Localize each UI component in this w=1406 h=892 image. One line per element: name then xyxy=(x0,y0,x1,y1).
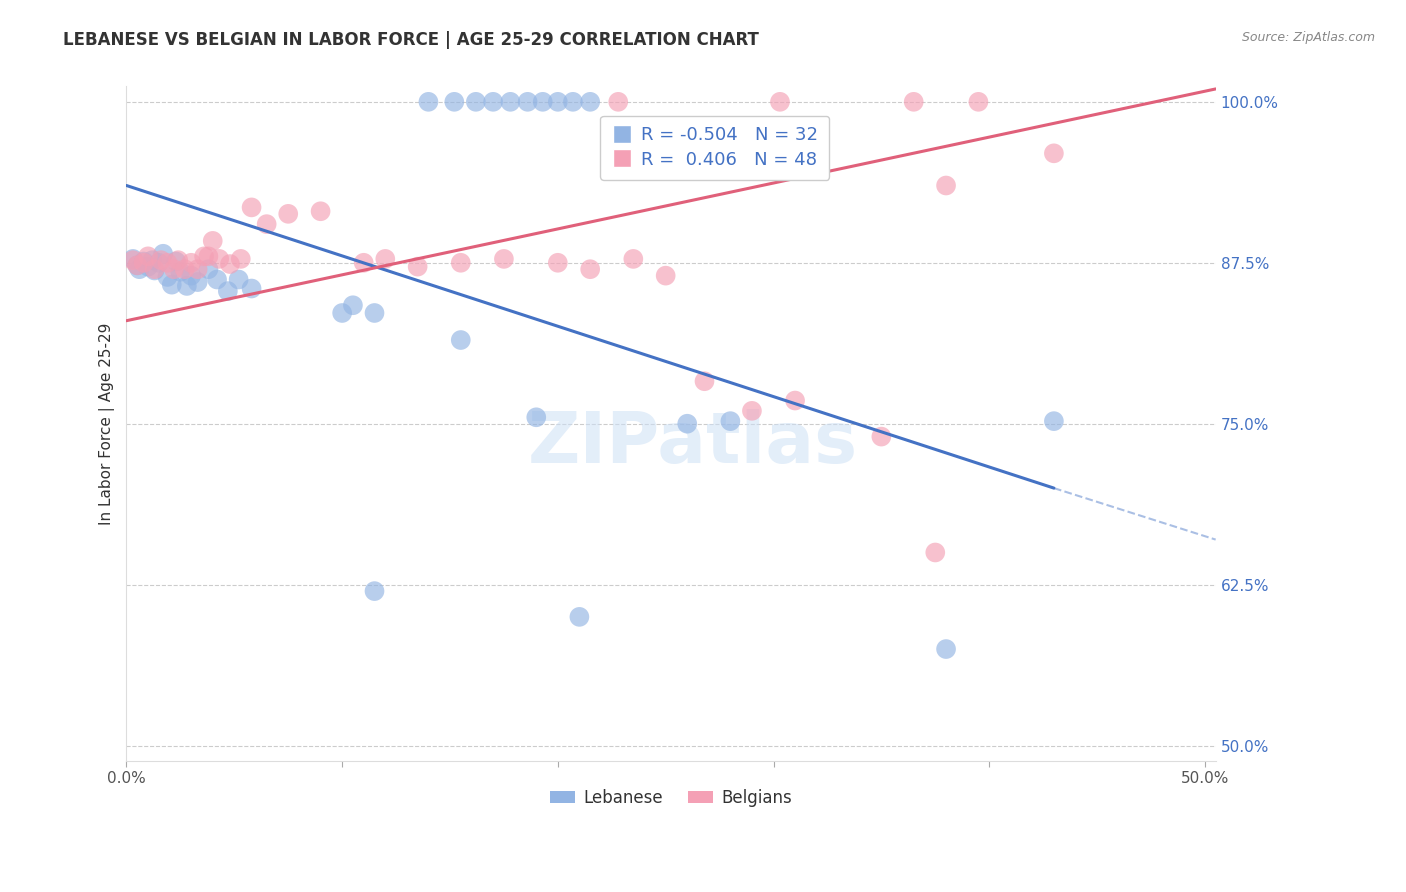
Text: Source: ZipAtlas.com: Source: ZipAtlas.com xyxy=(1241,31,1375,45)
Point xyxy=(156,269,179,284)
Point xyxy=(924,545,946,559)
Point xyxy=(122,253,145,268)
Point xyxy=(568,610,591,624)
Point xyxy=(187,262,209,277)
Point xyxy=(217,284,239,298)
Point xyxy=(141,253,163,268)
Point xyxy=(492,252,515,266)
Point xyxy=(152,246,174,260)
Point xyxy=(163,262,186,277)
Point xyxy=(330,306,353,320)
Point xyxy=(208,252,231,266)
Point xyxy=(418,95,440,109)
Point xyxy=(769,95,792,109)
Point xyxy=(547,256,569,270)
Point xyxy=(654,268,676,283)
Point xyxy=(180,256,202,270)
Point xyxy=(1043,146,1066,161)
Point xyxy=(450,333,472,347)
Point xyxy=(173,262,195,277)
Point xyxy=(579,262,602,277)
Point xyxy=(499,95,522,109)
Point xyxy=(201,234,224,248)
Point xyxy=(741,404,763,418)
Point xyxy=(148,256,170,270)
Point xyxy=(169,265,191,279)
Point xyxy=(136,249,159,263)
Point xyxy=(309,204,332,219)
Point xyxy=(132,256,155,270)
Point xyxy=(353,256,375,270)
Point xyxy=(165,254,187,268)
Point xyxy=(363,584,385,599)
Point xyxy=(621,252,644,266)
Point xyxy=(240,281,263,295)
Point xyxy=(676,417,699,431)
Point xyxy=(363,306,385,320)
Point xyxy=(160,277,183,292)
Point xyxy=(516,95,538,109)
Point xyxy=(524,410,547,425)
Point xyxy=(156,256,179,270)
Point xyxy=(903,95,925,109)
Point xyxy=(122,252,145,266)
Point xyxy=(450,256,472,270)
Point xyxy=(579,95,602,109)
Point xyxy=(143,262,166,277)
Point xyxy=(128,262,150,277)
Point xyxy=(187,275,209,289)
Point xyxy=(1043,414,1066,428)
Point xyxy=(256,217,278,231)
Point xyxy=(277,207,299,221)
Point xyxy=(149,253,172,268)
Point xyxy=(967,95,990,109)
Point xyxy=(464,95,486,109)
Point xyxy=(205,272,228,286)
Point xyxy=(127,258,149,272)
Point xyxy=(935,178,957,193)
Point xyxy=(240,201,263,215)
Point xyxy=(374,252,396,266)
Point xyxy=(870,429,893,443)
Point xyxy=(482,95,505,109)
Point xyxy=(229,252,252,266)
Point xyxy=(607,95,630,109)
Point xyxy=(342,298,364,312)
Point xyxy=(127,258,149,272)
Point xyxy=(718,414,741,428)
Point xyxy=(180,268,202,283)
Point xyxy=(219,257,242,271)
Text: LEBANESE VS BELGIAN IN LABOR FORCE | AGE 25-29 CORRELATION CHART: LEBANESE VS BELGIAN IN LABOR FORCE | AGE… xyxy=(63,31,759,49)
Point xyxy=(132,254,155,268)
Point xyxy=(228,272,250,286)
Point xyxy=(143,263,166,277)
Legend: Lebanese, Belgians: Lebanese, Belgians xyxy=(543,782,799,814)
Point xyxy=(693,374,716,388)
Point xyxy=(176,279,198,293)
Point xyxy=(531,95,554,109)
Text: ZIPatlas: ZIPatlas xyxy=(527,409,858,478)
Point xyxy=(197,262,219,277)
Point xyxy=(193,249,215,263)
Point xyxy=(136,260,159,274)
Point xyxy=(443,95,465,109)
Point xyxy=(935,642,957,657)
Point xyxy=(561,95,583,109)
Point xyxy=(783,393,806,408)
Point xyxy=(167,253,190,268)
Y-axis label: In Labor Force | Age 25-29: In Labor Force | Age 25-29 xyxy=(100,323,115,524)
Point xyxy=(547,95,569,109)
Point xyxy=(197,249,219,263)
Point xyxy=(406,260,429,274)
